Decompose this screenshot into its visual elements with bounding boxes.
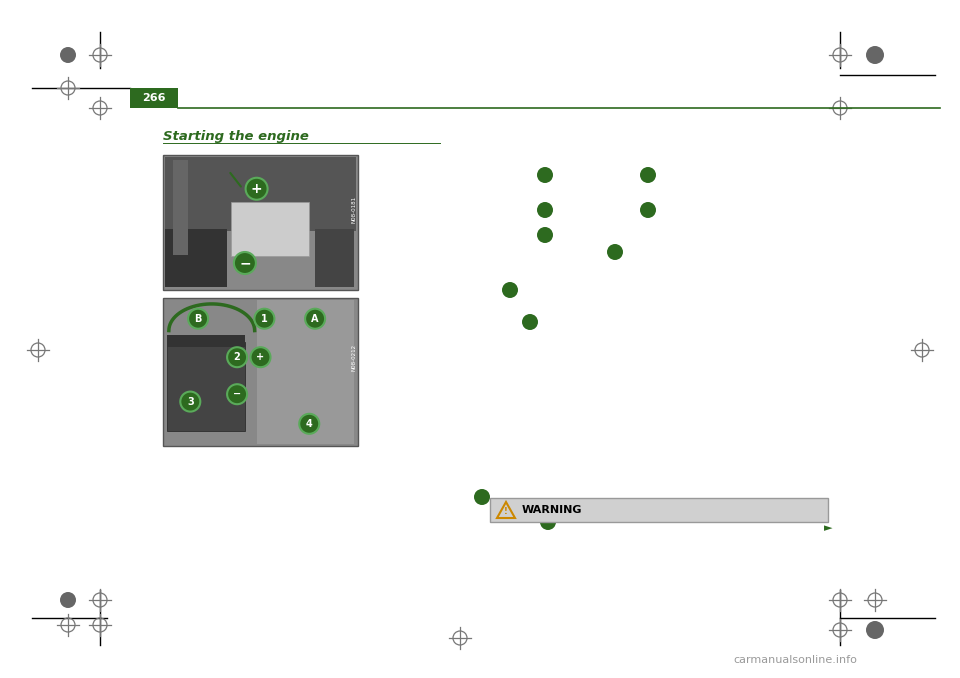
Text: N08-0181: N08-0181 <box>352 195 357 222</box>
Circle shape <box>502 282 518 298</box>
FancyBboxPatch shape <box>163 298 358 446</box>
Text: 266: 266 <box>142 93 166 103</box>
Circle shape <box>607 244 623 260</box>
Text: A: A <box>311 314 319 323</box>
FancyBboxPatch shape <box>315 229 354 287</box>
Text: +: + <box>251 182 262 196</box>
Text: ►: ► <box>824 523 832 533</box>
Circle shape <box>474 489 490 505</box>
Circle shape <box>180 392 201 412</box>
Text: !: ! <box>504 506 508 515</box>
Circle shape <box>537 167 553 183</box>
Circle shape <box>246 178 268 200</box>
Circle shape <box>251 347 271 367</box>
Text: Starting the engine: Starting the engine <box>163 130 309 143</box>
FancyBboxPatch shape <box>231 202 309 256</box>
Circle shape <box>522 314 538 330</box>
FancyBboxPatch shape <box>173 160 188 254</box>
Text: 3: 3 <box>187 397 194 407</box>
FancyBboxPatch shape <box>165 157 356 231</box>
FancyBboxPatch shape <box>163 155 358 290</box>
FancyBboxPatch shape <box>130 88 178 108</box>
Circle shape <box>640 202 656 218</box>
FancyBboxPatch shape <box>165 229 228 287</box>
Circle shape <box>640 167 656 183</box>
FancyBboxPatch shape <box>256 300 354 444</box>
Circle shape <box>540 514 556 530</box>
Text: −: − <box>239 256 251 270</box>
Text: WARNING: WARNING <box>522 505 583 515</box>
Circle shape <box>228 347 247 367</box>
Circle shape <box>866 46 884 64</box>
Circle shape <box>60 47 76 63</box>
FancyBboxPatch shape <box>167 342 245 431</box>
Text: 4: 4 <box>306 419 313 428</box>
Text: 2: 2 <box>233 352 240 362</box>
Text: −: − <box>233 389 241 399</box>
Circle shape <box>60 592 76 608</box>
Circle shape <box>234 252 256 274</box>
Circle shape <box>254 308 275 329</box>
Circle shape <box>305 308 325 329</box>
Circle shape <box>537 202 553 218</box>
Text: B: B <box>195 314 202 323</box>
Circle shape <box>866 621 884 639</box>
Circle shape <box>300 414 320 434</box>
Circle shape <box>188 308 208 329</box>
Text: 1: 1 <box>261 314 268 323</box>
Circle shape <box>537 227 553 243</box>
Text: carmanualsonline.info: carmanualsonline.info <box>733 655 857 665</box>
FancyBboxPatch shape <box>490 498 828 522</box>
Text: N08-0212: N08-0212 <box>352 344 357 371</box>
Text: +: + <box>256 352 265 362</box>
FancyBboxPatch shape <box>167 335 245 347</box>
Circle shape <box>228 384 247 404</box>
